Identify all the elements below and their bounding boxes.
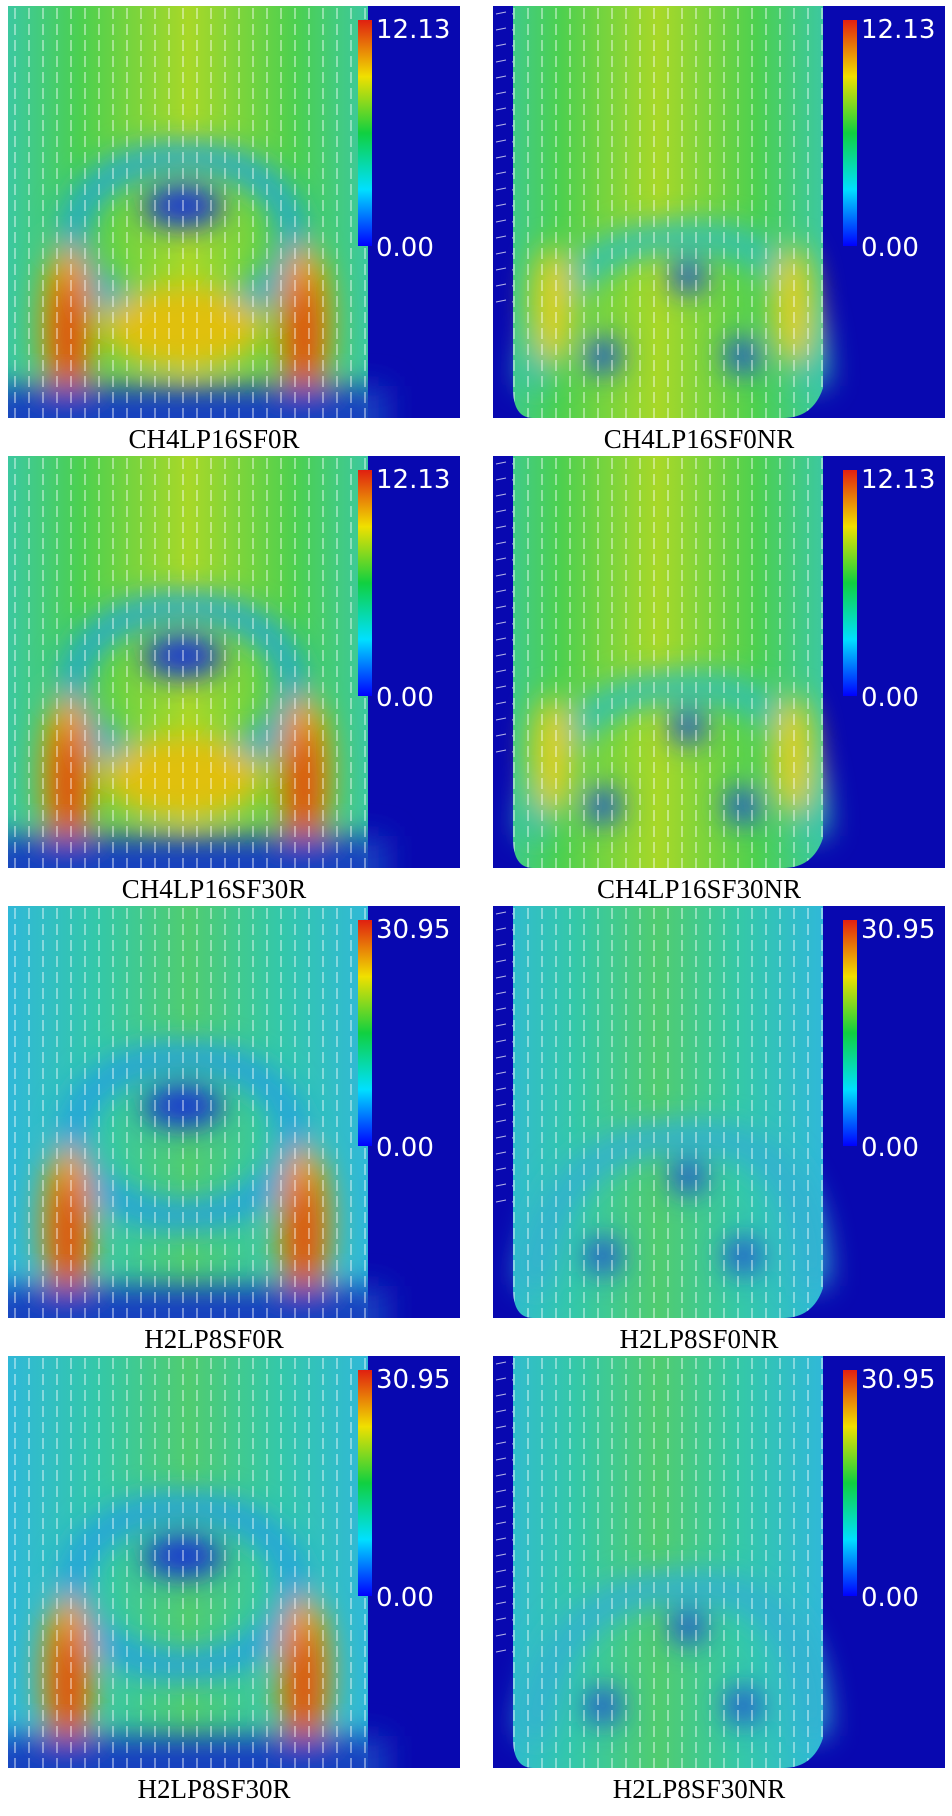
colorbar-min: 0.00 <box>861 1133 919 1163</box>
panel: 12.13 0.00 <box>8 6 460 418</box>
caption: CH4LP16SF30R <box>122 874 307 904</box>
colorbar <box>843 470 857 696</box>
vectors <box>8 906 368 1318</box>
colorbar <box>843 20 857 246</box>
vectors <box>8 6 368 418</box>
vectors <box>493 456 823 868</box>
flow-field <box>493 1356 828 1768</box>
flow-field <box>8 6 388 418</box>
colorbar-max: 12.13 <box>861 465 935 495</box>
colorbar <box>358 920 372 1146</box>
colorbar-min: 0.00 <box>376 1133 434 1163</box>
colorbar-min: 0.00 <box>861 683 919 713</box>
panel: 12.13 0.00 <box>493 6 945 418</box>
vectors <box>493 1356 823 1768</box>
colorbar-max: 30.95 <box>861 915 935 945</box>
colorbar-min: 0.00 <box>376 1583 434 1613</box>
caption: CH4LP16SF0R <box>128 424 299 454</box>
vectors-swirl <box>493 456 513 756</box>
panel: 30.95 0.00 <box>8 1356 460 1768</box>
flow-field <box>8 456 388 868</box>
colorbar-min: 0.00 <box>861 1583 919 1613</box>
colorbar-max: 30.95 <box>376 915 450 945</box>
vectors-swirl <box>493 906 513 1206</box>
colorbar-min: 0.00 <box>861 233 919 263</box>
caption: CH4LP16SF0NR <box>604 424 795 454</box>
flow-field <box>493 456 828 868</box>
flow-field <box>8 1356 388 1768</box>
colorbar <box>358 20 372 246</box>
colorbar <box>843 920 857 1146</box>
caption: H2LP8SF0R <box>144 1324 284 1354</box>
panel: 30.95 0.00 <box>8 906 460 1318</box>
colorbar <box>358 1370 372 1596</box>
caption: CH4LP16SF30NR <box>597 874 801 904</box>
vectors <box>493 6 823 418</box>
colorbar <box>843 1370 857 1596</box>
vectors <box>8 1356 368 1768</box>
panel: 30.95 0.00 <box>493 1356 945 1768</box>
caption: H2LP8SF30R <box>137 1774 290 1804</box>
colorbar-min: 0.00 <box>376 233 434 263</box>
vectors <box>493 906 823 1318</box>
vectors-swirl <box>493 1356 513 1656</box>
caption: H2LP8SF30NR <box>613 1774 786 1804</box>
caption: H2LP8SF0NR <box>619 1324 778 1354</box>
colorbar-max: 12.13 <box>376 15 450 45</box>
panel: 12.13 0.00 <box>493 456 945 868</box>
colorbar-max: 30.95 <box>861 1365 935 1395</box>
colorbar-max: 12.13 <box>376 465 450 495</box>
colorbar <box>358 470 372 696</box>
colorbar-min: 0.00 <box>376 683 434 713</box>
colorbar-max: 30.95 <box>376 1365 450 1395</box>
colorbar-max: 12.13 <box>861 15 935 45</box>
vectors <box>8 456 368 868</box>
panel: 30.95 0.00 <box>493 906 945 1318</box>
vectors-swirl <box>493 6 513 306</box>
panel: 12.13 0.00 <box>8 456 460 868</box>
flow-field <box>493 906 828 1318</box>
flow-field <box>493 6 828 418</box>
flow-field <box>8 906 388 1318</box>
